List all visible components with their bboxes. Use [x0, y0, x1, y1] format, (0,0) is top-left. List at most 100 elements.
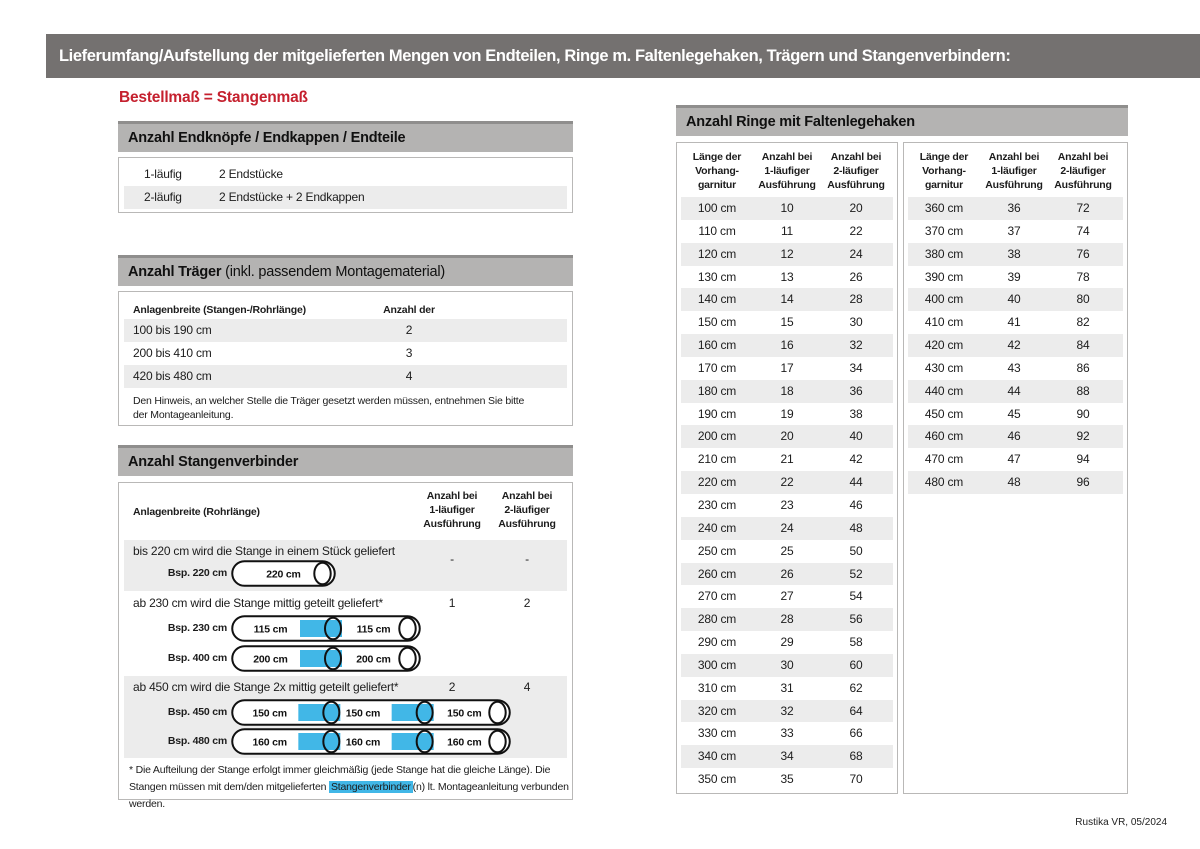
cell: 86 [1076, 360, 1090, 375]
table-row: 420 cm 42 84 [904, 334, 1127, 357]
table-row: 320 cm 32 64 [677, 699, 897, 723]
table-row: 260 cm 26 52 [677, 562, 897, 586]
cell: 60 [849, 657, 863, 672]
cell: 21 [780, 452, 794, 467]
table-row: 360 cm 36 72 [904, 197, 1127, 220]
cell: 38 [1007, 246, 1021, 261]
table-row: 180 cm 18 36 [677, 379, 897, 403]
verbinder-group2-count1: 1 [448, 596, 456, 610]
cell: 240 cm [697, 520, 737, 535]
cell: 52 [849, 566, 863, 581]
subtitle-bestellmass: Bestellmaß = Stangenmaß [119, 89, 308, 106]
cell: 320 cm [697, 703, 737, 718]
cell: 330 cm [697, 726, 737, 741]
verbinder-group3-text: ab 450 cm wird die Stange 2x mittig gete… [133, 680, 399, 694]
ringe-col2-header: Anzahl bei 1-läufiger Ausführung [985, 151, 1043, 191]
rod-segment-length: 220 cm [266, 569, 300, 581]
cell: 41 [1007, 315, 1021, 330]
cell: 31 [780, 680, 794, 695]
footnote-highlight: Stangenverbinder [328, 781, 413, 793]
section-title-traeger-rest: (inkl. passendem Montagematerial) [221, 264, 445, 280]
rod-segment-length: 160 cm [252, 737, 286, 749]
cell: 44 [1007, 383, 1021, 398]
cell: 58 [849, 635, 863, 650]
table-row: 380 cm 38 76 [904, 242, 1127, 266]
rod-diagram-230: 115 cm 115 cm [231, 615, 421, 642]
cell-count: 2 [405, 323, 413, 337]
table-row: 330 cm 33 66 [677, 722, 897, 745]
cell: 74 [1076, 223, 1090, 238]
table-row: 280 cm 28 56 [677, 608, 897, 631]
cell: 33 [780, 726, 794, 741]
table-row: 250 cm 25 50 [677, 540, 897, 563]
cell: 300 cm [697, 657, 737, 672]
cell: 170 cm [697, 360, 737, 375]
cell: 450 cm [924, 406, 964, 421]
cell: 410 cm [924, 315, 964, 330]
cell: 15 [780, 315, 794, 330]
cell: 12 [780, 246, 794, 261]
table-row: 100 cm 10 20 [677, 197, 897, 220]
cell: 20 [780, 429, 794, 444]
cell: 250 cm [697, 543, 737, 558]
cell: 80 [1076, 292, 1090, 307]
verbinder-group1-stripe [119, 540, 572, 591]
cell: 460 cm [924, 429, 964, 444]
cell: 66 [849, 726, 863, 741]
cell: 34 [849, 360, 863, 375]
cell: 38 [849, 406, 863, 421]
footnote-post: (n) lt. Montageanleitung verbunden werde… [129, 781, 569, 810]
cell: 50 [849, 543, 863, 558]
cell: 26 [849, 269, 863, 284]
cell: 11 [780, 223, 794, 238]
table-row: 350 cm 35 70 [677, 768, 897, 791]
traeger-col1-header: Anlagenbreite (Stangen-/Rohrlänge) [133, 304, 306, 316]
cell: 400 cm [924, 292, 964, 307]
cell: 28 [849, 292, 863, 307]
cell: 27 [780, 589, 794, 604]
table-row: 1-läufig 2 Endstücke [119, 163, 572, 186]
table-row: 170 cm 17 34 [677, 357, 897, 380]
table-row: 440 cm 44 88 [904, 379, 1127, 403]
table-row: 190 cm 19 38 [677, 403, 897, 426]
cell: 25 [780, 543, 794, 558]
rod-segment-length: 200 cm [253, 654, 287, 666]
page-title-bar: Lieferumfang/Aufstellung der mitgeliefer… [46, 34, 1200, 78]
table-ringe-right: Länge der Vorhang- garnitur Anzahl bei 1… [903, 142, 1128, 794]
ringe-col1-header: Länge der Vorhang- garnitur [692, 151, 742, 191]
cell: 230 cm [697, 497, 737, 512]
section-header-traeger: Anzahl Träger (inkl. passendem Montagema… [118, 255, 573, 286]
cell: 180 cm [697, 383, 737, 398]
cell: 48 [1007, 475, 1021, 490]
table-row: 110 cm 11 22 [677, 220, 897, 243]
rod-example-label: Bsp. 450 cm [167, 706, 227, 718]
cell: 140 cm [697, 292, 737, 307]
table-row: 200 bis 410 cm 3 [119, 342, 572, 365]
table-row: 450 cm 45 90 [904, 403, 1127, 426]
table-row: 270 cm 27 54 [677, 585, 897, 608]
cell: 28 [780, 612, 794, 627]
cell: 190 cm [697, 406, 737, 421]
footer-version: Rustika VR, 05/2024 [1075, 817, 1167, 828]
cell: 110 cm [698, 223, 736, 238]
table-row: 460 cm 46 92 [904, 425, 1127, 449]
cell: 430 cm [924, 360, 964, 375]
cell: 32 [849, 338, 863, 353]
cell: 37 [1007, 223, 1021, 238]
cell: 310 cm [697, 680, 737, 695]
cell: 220 cm [697, 475, 737, 490]
page-title: Lieferumfang/Aufstellung der mitgeliefer… [59, 47, 1011, 65]
cell: 30 [849, 315, 863, 330]
cell-count: 4 [405, 369, 413, 383]
cell-range: 200 bis 410 cm [133, 346, 212, 360]
ringe-right-rows: 360 cm 36 72 370 cm 37 74 380 cm 38 76 390 cm 39 78… [904, 197, 1127, 494]
table-row: 370 cm 37 74 [904, 220, 1127, 243]
cell: 56 [849, 612, 863, 627]
rod-segment-length: 150 cm [447, 708, 481, 720]
section-title-endteile: Anzahl Endknöpfe / Endkappen / Endteile [128, 130, 406, 146]
cell-value: 2 Endstücke + 2 Endkappen [219, 190, 365, 204]
cell: 100 cm [697, 201, 737, 215]
traeger-note: Den Hinweis, an welcher Stelle die Träge… [133, 395, 525, 421]
ringe-left-rows: 100 cm 10 20 110 cm 11 22 120 cm 12 24 130 cm 13 26… [677, 197, 897, 791]
